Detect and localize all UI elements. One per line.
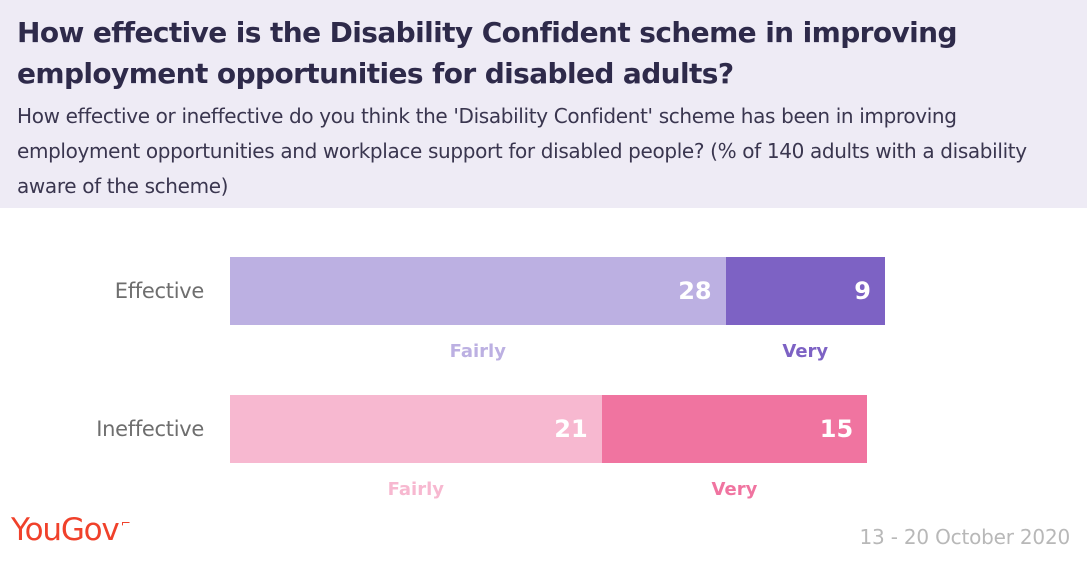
data-label: 21 <box>554 415 588 443</box>
fieldwork-date: 13 - 20 October 2020 <box>859 525 1071 549</box>
segment-label-fairly: Fairly <box>387 479 445 500</box>
chart-header: How effective is the Disability Confiden… <box>0 0 1087 208</box>
chart-subtitle: How effective or ineffective do you thin… <box>17 104 1027 198</box>
bar-ineffective-very: 15 <box>601 395 868 463</box>
yougov-logo-text: YouGov <box>11 512 120 548</box>
chart-title: How effective is the Disability Confiden… <box>17 16 958 90</box>
category-label-ineffective: Ineffective <box>96 417 204 441</box>
segment-label-very: Very <box>711 479 758 500</box>
data-label: 28 <box>678 277 712 305</box>
category-label-effective: Effective <box>114 279 205 303</box>
segment-label-fairly: Fairly <box>449 341 506 362</box>
bar-effective-very: 9 <box>725 257 885 325</box>
bar-ineffective-fairly: 21 <box>230 395 602 463</box>
bar-effective-fairly: 28 <box>230 257 726 325</box>
yougov-logo: YouGov ⌐ <box>11 512 131 548</box>
data-label: 9 <box>854 277 871 305</box>
logo-mark-icon: ⌐ <box>120 516 131 530</box>
data-label: 15 <box>819 415 854 443</box>
segment-label-very: Very <box>782 341 829 362</box>
